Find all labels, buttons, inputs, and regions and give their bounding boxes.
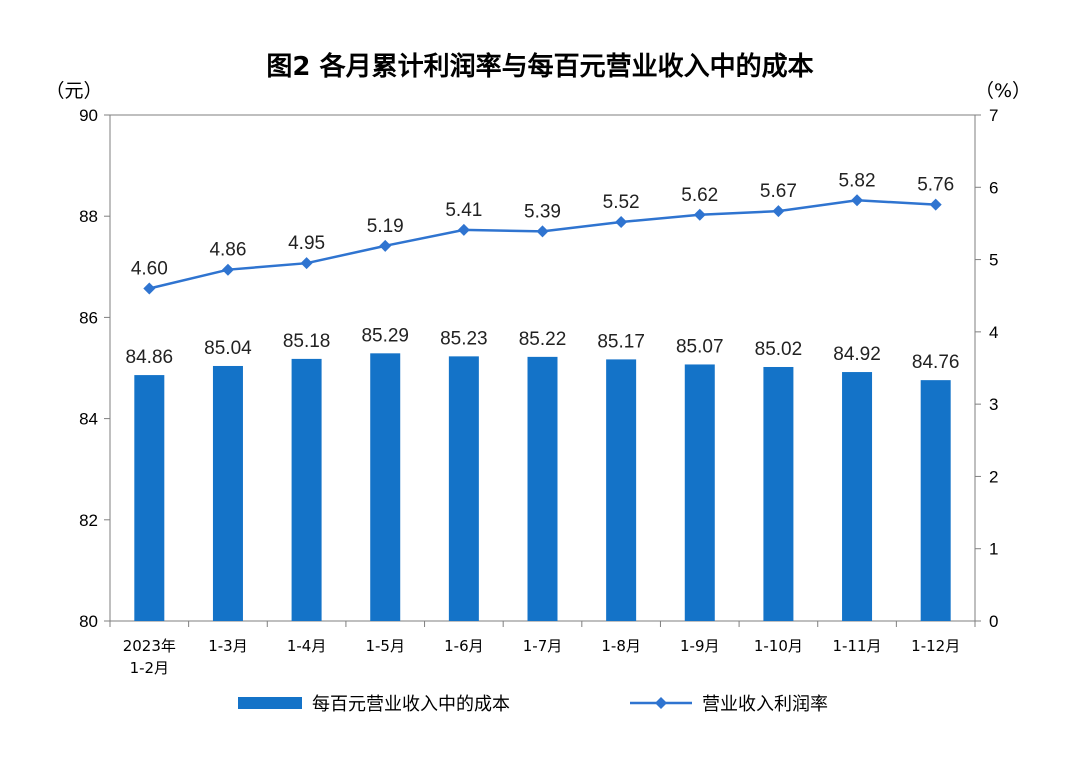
legend-bar-swatch: [238, 697, 302, 709]
x-axis-category-label: 1-9月: [680, 637, 720, 655]
bar: [370, 353, 401, 621]
right-axis-tick-label: 6: [989, 178, 998, 197]
line-value-label: 5.62: [681, 185, 718, 206]
bar: [606, 359, 637, 621]
legend: 每百元营业收入中的成本 营业收入利润率: [238, 694, 828, 715]
bar-value-label: 85.22: [519, 329, 567, 350]
left-axis-tick-label: 84: [79, 410, 98, 429]
x-axis-category-label: 1-10月: [754, 637, 803, 655]
left-axis-tick-label: 80: [79, 612, 98, 631]
x-axis-category-label: 1-5月: [365, 637, 405, 655]
line-value-label: 5.39: [524, 201, 561, 222]
left-axis-tick-label: 86: [79, 308, 98, 327]
left-axis-tick-label: 88: [79, 207, 98, 226]
x-axis-category-label: 1-11月: [833, 637, 882, 655]
line-value-label: 5.52: [603, 192, 640, 213]
line-point-marker: [143, 282, 156, 295]
right-axis-tick-label: 4: [989, 323, 998, 342]
x-axis-category-label: 1-6月: [444, 637, 484, 655]
legend-line-marker: [655, 697, 667, 709]
line-point-marker: [615, 215, 628, 228]
line-point-marker: [300, 257, 313, 270]
left-axis-tick-label: 90: [79, 106, 98, 125]
line-point-marker: [693, 208, 706, 221]
line-value-label: 4.95: [288, 233, 325, 254]
x-axis-category-label: 1-4月: [287, 637, 327, 655]
bar-value-label: 84.86: [126, 347, 174, 368]
line-point-marker: [379, 239, 392, 252]
x-axis-category-label: 2023年: [123, 637, 176, 655]
x-axis-category-label: 1-12月: [911, 637, 960, 655]
bar: [920, 380, 951, 621]
x-axis-category-label: 1-2月: [130, 659, 170, 677]
line-point-marker: [536, 225, 549, 238]
bar: [527, 356, 558, 621]
bar: [291, 358, 322, 621]
bar-value-label: 85.18: [283, 331, 331, 352]
bar: [684, 364, 715, 621]
line-value-label: 5.76: [917, 175, 954, 196]
bar: [134, 375, 165, 621]
line-point-marker: [457, 223, 470, 236]
bar-value-label: 85.23: [440, 328, 488, 349]
right-axis-tick-label: 5: [989, 251, 998, 270]
x-axis-category-label: 1-7月: [523, 637, 563, 655]
legend-bar-label: 每百元营业收入中的成本: [312, 694, 510, 715]
line-value-label: 5.67: [760, 181, 797, 202]
right-axis-tick-label: 2: [989, 467, 998, 486]
left-axis-tick-label: 82: [79, 511, 98, 530]
line-value-label: 5.82: [839, 170, 876, 191]
line-value-label: 5.19: [367, 216, 404, 237]
bar-value-label: 84.76: [912, 352, 960, 373]
right-axis-tick-label: 0: [989, 612, 998, 631]
left-axis-unit: （元）: [45, 80, 102, 102]
x-axis-category-label: 1-3月: [208, 637, 248, 655]
x-axis-category-label: 1-8月: [601, 637, 641, 655]
bar-value-label: 84.92: [833, 344, 881, 365]
right-axis-unit: （%）: [975, 80, 1031, 102]
line-value-label: 4.86: [209, 240, 246, 261]
line-point-marker: [929, 198, 942, 211]
bar: [763, 366, 794, 621]
plot-area: 80 82 84 86 88 90 0 1 2 3 4 5 6 7 2023年 1-2月 1-3月 1-4月 1-5…: [79, 106, 998, 677]
right-axis-tick-label: 3: [989, 395, 998, 414]
bar: [842, 372, 873, 621]
bar-value-label: 85.17: [597, 331, 645, 352]
bar-value-label: 85.29: [361, 325, 409, 346]
bar-value-label: 85.04: [204, 338, 252, 359]
line-point-marker: [851, 194, 864, 207]
bar-value-label: 85.02: [755, 339, 803, 360]
legend-line-label: 营业收入利润率: [702, 694, 828, 715]
bar-value-label: 85.07: [676, 336, 724, 357]
line-value-label: 5.41: [445, 200, 482, 221]
bar: [212, 365, 243, 621]
right-axis-tick-label: 7: [989, 106, 998, 125]
line-value-label: 4.60: [131, 258, 168, 279]
right-axis-tick-label: 1: [989, 540, 998, 559]
line-point-marker: [221, 263, 234, 276]
bar: [448, 356, 479, 621]
chart-title: 图2 各月累计利润率与每百元营业收入中的成本: [266, 51, 813, 82]
line-point-marker: [772, 205, 785, 218]
